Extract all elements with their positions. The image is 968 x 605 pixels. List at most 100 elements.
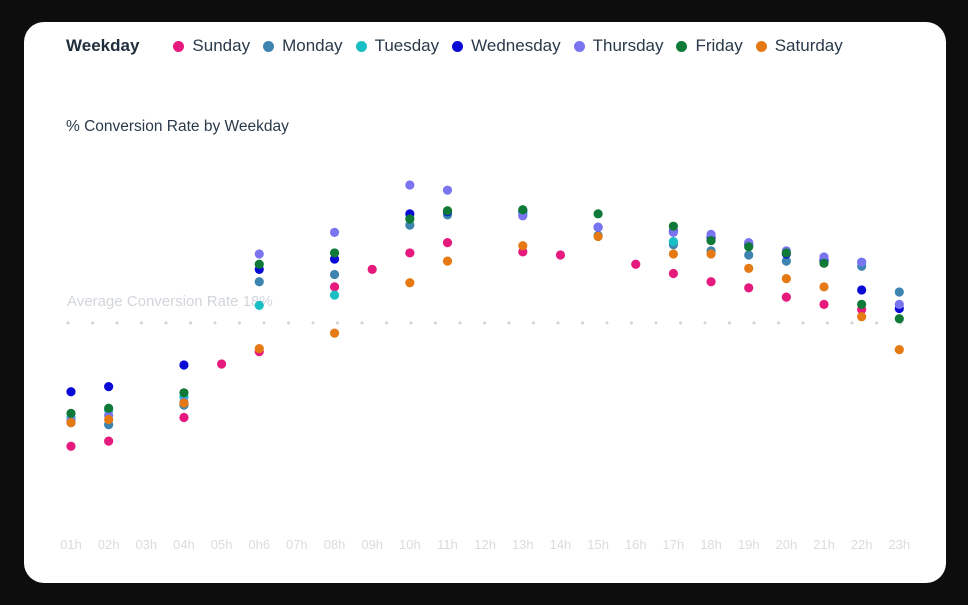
data-point-saturday[interactable] xyxy=(744,263,754,273)
data-point-thursday[interactable] xyxy=(442,185,453,195)
data-point-monday[interactable] xyxy=(329,269,340,280)
data-point-sunday[interactable] xyxy=(217,359,227,369)
data-point-thursday[interactable] xyxy=(405,180,415,190)
data-point-wednesday[interactable] xyxy=(66,387,76,397)
legend-item-friday[interactable]: Friday xyxy=(676,36,743,56)
data-point-friday[interactable] xyxy=(857,299,867,309)
legend-item-thursday[interactable]: Thursday xyxy=(573,36,664,56)
data-point-wednesday[interactable] xyxy=(857,285,867,295)
data-point-tuesday[interactable] xyxy=(329,290,340,300)
chart-card: Weekday Sunday Monday Tuesday Wednesday Thur… xyxy=(24,22,946,583)
data-point-sunday[interactable] xyxy=(631,259,641,269)
data-point-friday[interactable] xyxy=(442,206,453,216)
data-point-thursday[interactable] xyxy=(593,222,603,232)
data-point-friday[interactable] xyxy=(405,214,415,224)
data-point-sunday[interactable] xyxy=(104,436,114,446)
data-point-friday[interactable] xyxy=(668,221,679,231)
x-tick-label: 22h xyxy=(851,537,873,552)
data-point-saturday[interactable] xyxy=(405,278,415,288)
data-point-monday[interactable] xyxy=(781,256,791,266)
legend-item-tuesday[interactable]: Tuesday xyxy=(355,36,440,56)
x-tick-label: 19h xyxy=(738,537,760,552)
data-point-friday[interactable] xyxy=(819,258,829,268)
data-point-saturday[interactable] xyxy=(66,418,76,428)
data-point-sunday[interactable] xyxy=(781,292,791,302)
x-tick-label: 11h xyxy=(437,537,458,552)
x-tick-label: 18h xyxy=(700,537,722,552)
data-point-saturday[interactable] xyxy=(706,249,716,259)
data-point-sunday[interactable] xyxy=(405,248,415,258)
x-tick-label: 23h xyxy=(888,537,910,552)
data-point-sunday[interactable] xyxy=(367,264,377,274)
series-friday xyxy=(66,205,904,418)
data-point-friday[interactable] xyxy=(744,242,754,252)
data-point-friday[interactable] xyxy=(706,235,716,246)
data-point-friday[interactable] xyxy=(179,388,189,398)
data-point-monday[interactable] xyxy=(744,250,754,260)
legend-swatch xyxy=(173,40,185,52)
data-point-sunday[interactable] xyxy=(66,441,76,451)
legend-label: Wednesday xyxy=(471,36,561,55)
data-point-saturday[interactable] xyxy=(593,231,603,242)
data-point-friday[interactable] xyxy=(894,314,904,324)
x-tick-label: 01h xyxy=(60,537,82,552)
data-point-saturday[interactable] xyxy=(518,241,528,251)
data-point-sunday[interactable] xyxy=(706,277,716,287)
x-tick-label: 07h xyxy=(286,537,308,552)
legend-swatch xyxy=(676,40,688,52)
legend-swatch xyxy=(452,40,464,52)
data-point-friday[interactable] xyxy=(593,209,603,219)
data-point-thursday[interactable] xyxy=(857,257,867,267)
data-point-saturday[interactable] xyxy=(104,414,114,425)
legend-label: Tuesday xyxy=(374,36,440,55)
legend-label: Sunday xyxy=(192,36,251,55)
data-point-monday[interactable] xyxy=(254,277,264,287)
x-tick-label: 12h xyxy=(474,537,496,552)
data-point-sunday[interactable] xyxy=(329,282,340,292)
data-point-saturday[interactable] xyxy=(668,249,679,259)
data-point-saturday[interactable] xyxy=(781,274,791,284)
data-point-thursday[interactable] xyxy=(329,227,340,237)
data-point-thursday[interactable] xyxy=(254,249,264,259)
data-point-friday[interactable] xyxy=(518,205,528,215)
data-point-friday[interactable] xyxy=(781,248,791,258)
data-point-sunday[interactable] xyxy=(668,268,679,279)
reference-line-label: Average Conversion Rate 18% xyxy=(67,293,273,310)
data-point-sunday[interactable] xyxy=(442,238,453,248)
data-point-saturday[interactable] xyxy=(442,256,453,266)
data-point-friday[interactable] xyxy=(104,403,114,413)
data-point-saturday[interactable] xyxy=(329,328,340,338)
data-point-monday[interactable] xyxy=(894,287,904,297)
data-point-sunday[interactable] xyxy=(555,250,566,260)
x-tick-label: 09h xyxy=(361,537,383,552)
x-tick-label: 20h xyxy=(775,537,797,552)
legend-item-sunday[interactable]: Sunday xyxy=(173,36,250,56)
data-point-thursday[interactable] xyxy=(894,299,904,309)
x-tick-label: 05h xyxy=(211,537,233,552)
data-point-friday[interactable] xyxy=(254,259,264,269)
x-tick-label: 08h xyxy=(324,537,346,552)
data-point-saturday[interactable] xyxy=(857,312,867,322)
legend-item-wednesday[interactable]: Wednesday xyxy=(452,36,561,56)
data-point-tuesday[interactable] xyxy=(254,300,264,310)
scatter-plot: Average Conversion Rate 18% 01h 02h 03h 04h 0… xyxy=(60,180,916,552)
data-point-saturday[interactable] xyxy=(894,345,904,355)
legend-item-monday[interactable]: Monday xyxy=(263,36,343,56)
data-point-saturday[interactable] xyxy=(254,343,264,354)
x-tick-label: 16h xyxy=(625,537,647,552)
data-point-friday[interactable] xyxy=(329,248,340,258)
data-point-wednesday[interactable] xyxy=(179,360,189,370)
data-point-friday[interactable] xyxy=(66,408,76,418)
data-point-saturday[interactable] xyxy=(179,398,189,408)
legend-label: Thursday xyxy=(592,36,664,55)
x-tick-label: 15h xyxy=(587,537,609,552)
data-point-sunday[interactable] xyxy=(179,412,189,423)
x-tick-label: 04h xyxy=(173,537,195,552)
data-point-saturday[interactable] xyxy=(819,282,829,292)
data-point-tuesday[interactable] xyxy=(668,237,679,247)
data-point-wednesday[interactable] xyxy=(104,382,114,392)
x-tick-label: 10h xyxy=(399,537,421,552)
legend-item-saturday[interactable]: Saturday xyxy=(755,36,843,56)
data-point-sunday[interactable] xyxy=(744,283,754,293)
data-point-sunday[interactable] xyxy=(819,299,829,309)
